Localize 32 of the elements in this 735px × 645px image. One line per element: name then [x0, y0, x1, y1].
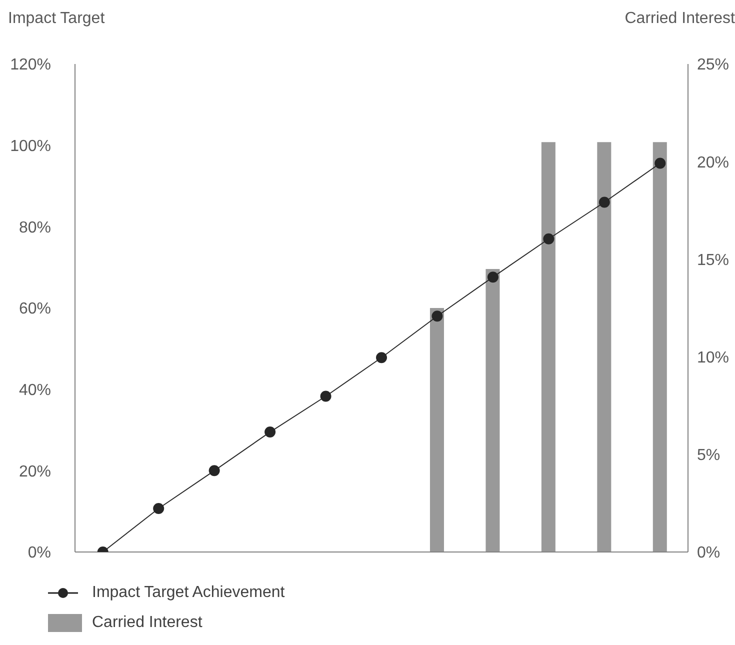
bar	[541, 142, 556, 552]
point	[487, 272, 498, 283]
bar	[430, 308, 444, 552]
legend-label: Impact Target Achievement	[92, 584, 285, 602]
bar	[652, 142, 667, 552]
y-tick-label: 100%	[10, 138, 51, 156]
y2-tick-label: 20%	[697, 154, 730, 172]
y-tick-label: 80%	[18, 219, 51, 236]
point	[153, 502, 164, 514]
point	[543, 233, 554, 244]
y2-tick-label: 10%	[697, 349, 730, 366]
y2-tick-label: 5%	[697, 447, 720, 464]
y2-tick-label: 25%	[697, 56, 730, 74]
y2-tick-label: 15%	[697, 252, 730, 269]
y2-tick-label: 0%	[697, 544, 720, 562]
y2-axis-title: Carried Interest	[624, 10, 735, 28]
point	[432, 310, 443, 322]
bar	[486, 268, 500, 552]
y-tick-label: 60%	[18, 300, 51, 318]
y-tick-label: 120%	[10, 56, 51, 74]
y-tick-label: 40%	[18, 382, 51, 400]
y-tick-label: 0%	[28, 544, 51, 562]
point	[376, 352, 387, 364]
bar	[597, 142, 612, 552]
point	[654, 158, 666, 169]
point	[320, 390, 332, 402]
y-axis-title: Impact Target	[8, 10, 105, 28]
legend-label: Carried Interest	[92, 614, 202, 632]
point	[264, 426, 276, 438]
point	[598, 196, 610, 208]
y-tick-label: 20%	[18, 463, 51, 480]
point	[208, 465, 220, 476]
